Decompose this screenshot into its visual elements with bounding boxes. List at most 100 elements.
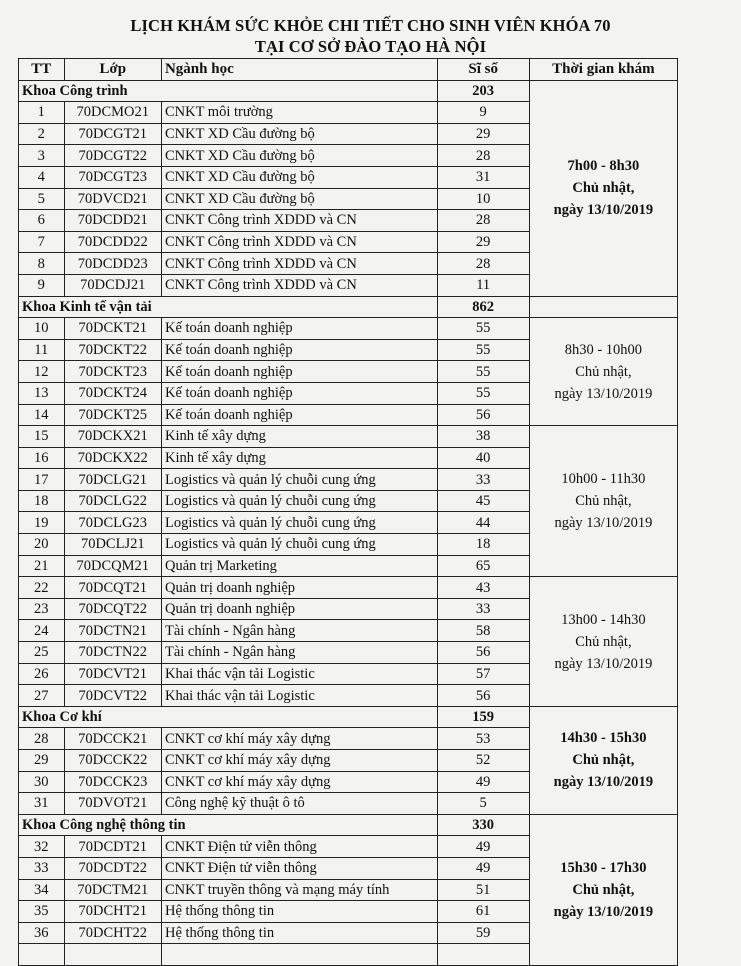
row-si-so: 52 [436,749,530,772]
exam-time-line: ngày 13/10/2019 [554,515,653,532]
row-tt: 1 [18,101,65,124]
exam-time-cell: 13h00 - 14h30 Chủ nhật, ngày 13/10/2019 [528,576,679,707]
row-si-so: 49 [436,835,530,858]
row-lop: 70DCKX22 [63,446,162,470]
row-lop: 70DCDD22 [63,230,162,254]
row-nganh: CNKT XD Cầu đường bộ [160,144,438,167]
row-si-so: 28 [436,209,530,232]
row-nganh: Khai thác vận tải Logistic [160,662,438,686]
row-nganh: Công nghệ kỹ thuật ô tô [160,792,438,815]
exam-time-cell: 15h30 - 17h30 Chủ nhật, ngày 13/10/2019 [528,813,679,966]
row-nganh: CNKT Điện tử viễn thông [160,835,438,858]
exam-time-line: ngày 13/10/2019 [553,774,654,791]
exam-time-cell [528,295,679,319]
table-row: 14 70DCKT25 Kế toán doanh nghiệp 56 [18,403,678,427]
table-row: 15 70DCKX21 Kinh tế xây dựng 38 10h00 - 11h3… [18,425,679,578]
exam-time-cell: 10h00 - 11h30 Chủ nhật, ngày 13/10/2019 [528,425,679,578]
exam-time-line: ngày 13/10/2019 [553,903,654,920]
row-nganh: Kế toán doanh nghiệp [160,317,438,340]
row-tt: 21 [18,554,65,578]
section-name: Khoa Công trình [18,79,438,103]
row-si-so: 33 [436,468,530,491]
row-lop: 70DVOT21 [63,792,162,815]
exam-time-line: Chủ nhật, [572,752,635,769]
section-name: Khoa Công nghệ thông tin [18,813,438,837]
row-si-so: 38 [436,425,530,448]
row-si-so [436,943,530,966]
row-nganh: CNKT Công trình XDDD và CN [160,252,438,275]
row-si-so: 51 [436,878,530,902]
row-lop: 70DCLG21 [63,468,162,491]
row-tt: 17 [18,468,65,491]
row-si-so: 43 [436,576,530,599]
row-si-so: 55 [436,381,530,405]
row-si-so: 29 [436,230,530,254]
row-tt: 11 [18,338,65,362]
row-si-so: 44 [436,511,530,535]
row-tt: 10 [18,317,65,340]
row-lop: 70DCTM21 [63,878,162,902]
row-lop: 70DCCK21 [63,727,162,750]
exam-time-line: Chủ nhật, [572,881,635,898]
row-tt: 26 [18,662,65,686]
row-tt: 6 [18,209,65,232]
row-si-so: 65 [436,554,530,578]
row-tt: 35 [18,900,65,923]
table-row: 19 70DCLG23 Logistics và quản lý chuỗi cun… [18,511,678,535]
exam-time-cell: 7h00 - 8h30 Chủ nhật, ngày 13/10/2019 [528,79,679,297]
table-row: 10 70DCKT21 Kế toán doanh nghiệp 55 8h30 - 1… [18,317,679,427]
row-tt: 8 [18,252,65,275]
row-lop: 70DCDJ21 [63,273,162,297]
row-nganh: CNKT XD Cầu đường bộ [160,187,438,211]
row-lop: 70DCDT21 [63,835,162,858]
section-row: Khoa Công trình 203 7h00 - 8h30 Chủ nhật, ng… [18,79,679,297]
row-nganh: Logistics và quản lý chuỗi cung ứng [160,489,438,513]
row-tt: 22 [18,576,65,599]
row-tt: 3 [18,144,65,167]
row-tt: 31 [18,792,65,815]
row-lop: 70DCKX21 [63,425,162,448]
row-tt: 33 [18,856,65,880]
row-si-so: 55 [436,317,530,340]
exam-time-line: Chủ nhật, [575,493,632,510]
row-si-so: 28 [436,144,530,167]
row-si-so: 31 [436,165,530,189]
row-tt: 14 [18,403,65,427]
row-nganh: CNKT truyền thông và mạng máy tính [160,878,438,902]
schedule-table: TT Lớp Ngành học Sĩ số Thời gian khám Kh… [18,58,679,966]
table-row: 23 70DCQT22 Quản trị doanh nghiệp 33 [18,597,678,621]
row-nganh: CNKT XD Cầu đường bộ [160,165,438,189]
exam-time-line: Chủ nhật, [572,180,635,197]
row-lop: 70DCDD23 [63,252,162,275]
row-si-so: 55 [436,360,530,383]
exam-time-line: 10h00 - 11h30 [561,471,646,488]
exam-time-line: Chủ nhật, [575,363,632,380]
table-row: 3 70DCGT22 CNKT XD Cầu đường bộ 28 [18,144,678,167]
row-si-so: 33 [436,597,530,621]
row-nganh: Kinh tế xây dựng [160,446,438,470]
row-lop: 70DCDT22 [63,856,162,880]
row-tt: 34 [18,878,65,902]
row-lop: 70DCKT21 [63,317,162,340]
row-nganh: Logistics và quản lý chuỗi cung ứng [160,468,438,491]
table-row: 31 70DVOT21 Công nghệ kỹ thuật ô tô 5 [18,792,678,815]
row-tt: 18 [18,489,65,513]
row-si-so: 40 [436,446,530,470]
row-lop: 70DCGT23 [63,165,162,189]
row-si-so: 45 [436,489,530,513]
row-nganh: CNKT môi trường [160,101,438,124]
row-lop: 70DVCD21 [63,187,162,211]
exam-time-line: Chủ nhật, [575,633,632,650]
row-nganh: CNKT cơ khí máy xây dựng [160,727,438,750]
row-si-so: 49 [436,856,530,880]
table-row: 22 70DCQT21 Quản trị doanh nghiệp 43 13h00 -… [18,576,679,707]
row-nganh: Kinh tế xây dựng [160,425,438,448]
table-row: 8 70DCDD23 CNKT Công trình XDDD và CN 28 [18,252,678,275]
row-tt: 32 [18,835,65,858]
row-lop: 70DCCK23 [63,770,162,794]
row-lop: 70DCTN21 [63,619,162,643]
header-time: Thời gian khám [528,58,679,81]
row-si-so: 53 [436,727,530,750]
row-nganh: Tài chính - Ngân hàng [160,641,438,664]
row-si-so: 28 [436,252,530,275]
